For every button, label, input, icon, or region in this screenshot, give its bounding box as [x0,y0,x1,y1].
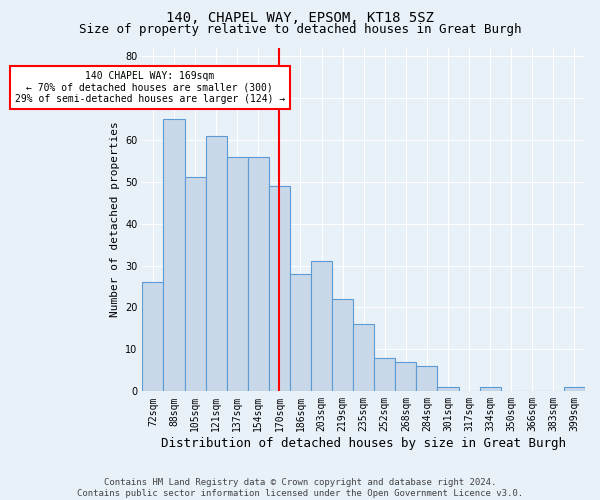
X-axis label: Distribution of detached houses by size in Great Burgh: Distribution of detached houses by size … [161,437,566,450]
Bar [395,362,416,392]
Bar [416,366,437,392]
Text: 140, CHAPEL WAY, EPSOM, KT18 5SZ: 140, CHAPEL WAY, EPSOM, KT18 5SZ [166,11,434,25]
Text: Contains HM Land Registry data © Crown copyright and database right 2024.
Contai: Contains HM Land Registry data © Crown c… [77,478,523,498]
Bar [311,262,332,392]
Bar [206,136,227,392]
Bar [227,156,248,392]
Bar [564,387,585,392]
Bar [185,178,206,392]
Bar [163,119,185,392]
Bar [332,299,353,392]
Text: 140 CHAPEL WAY: 169sqm
← 70% of detached houses are smaller (300)
29% of semi-de: 140 CHAPEL WAY: 169sqm ← 70% of detached… [14,70,285,104]
Bar [248,156,269,392]
Bar [437,387,458,392]
Bar [479,387,500,392]
Text: Size of property relative to detached houses in Great Burgh: Size of property relative to detached ho… [79,22,521,36]
Bar [353,324,374,392]
Y-axis label: Number of detached properties: Number of detached properties [110,122,119,318]
Bar [269,186,290,392]
Bar [142,282,163,392]
Bar [290,274,311,392]
Bar [374,358,395,392]
